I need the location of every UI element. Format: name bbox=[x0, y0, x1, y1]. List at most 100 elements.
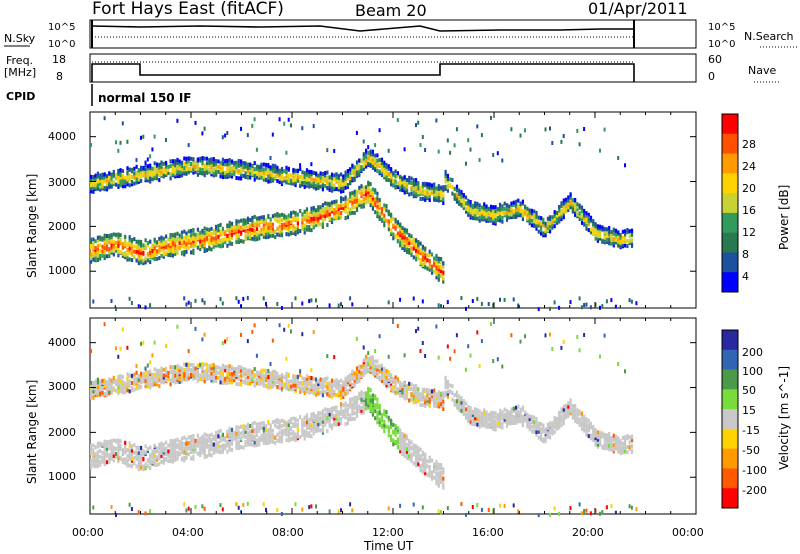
data-cell bbox=[610, 230, 613, 234]
data-cell bbox=[176, 250, 179, 255]
data-cell bbox=[176, 172, 179, 176]
data-cell bbox=[237, 169, 240, 173]
data-cell bbox=[240, 365, 243, 370]
data-cell bbox=[115, 307, 117, 311]
data-cell bbox=[224, 436, 227, 441]
data-cell bbox=[437, 267, 440, 272]
data-cell bbox=[185, 437, 188, 442]
data-cell bbox=[628, 234, 631, 239]
data-cell bbox=[251, 164, 254, 168]
data-cell bbox=[251, 230, 254, 235]
data-cell bbox=[201, 446, 204, 451]
data-cell bbox=[374, 143, 377, 148]
data-cell bbox=[137, 456, 140, 461]
data-cell bbox=[496, 207, 499, 212]
data-cell bbox=[255, 167, 259, 172]
data-cell bbox=[421, 299, 424, 304]
data-cell bbox=[221, 507, 224, 512]
data-cell bbox=[335, 412, 338, 417]
data-cell bbox=[126, 376, 129, 381]
data-cell bbox=[358, 409, 361, 414]
data-cell bbox=[321, 385, 324, 389]
data-cell bbox=[317, 218, 320, 223]
data-cell bbox=[335, 393, 338, 397]
data-cell bbox=[367, 185, 370, 190]
data-cell bbox=[237, 505, 240, 510]
data-cell bbox=[221, 171, 224, 176]
data-cell bbox=[551, 141, 554, 145]
data-cell bbox=[310, 179, 313, 184]
data-cell bbox=[403, 353, 406, 358]
data-cell bbox=[337, 182, 340, 186]
data-cell bbox=[576, 207, 579, 211]
data-cell bbox=[537, 215, 540, 220]
data-cell bbox=[353, 398, 356, 403]
data-cell bbox=[360, 165, 363, 170]
data-cell bbox=[171, 172, 174, 177]
data-cell bbox=[253, 434, 256, 439]
data-cell bbox=[249, 371, 252, 376]
data-cell bbox=[158, 236, 161, 241]
data-cell bbox=[430, 396, 434, 400]
data-cell bbox=[255, 175, 259, 180]
data-cell bbox=[415, 397, 418, 402]
station-title: Fort Hays East (fitACF) bbox=[92, 0, 284, 19]
data-cell bbox=[160, 238, 163, 243]
data-cell bbox=[526, 212, 529, 217]
data-cell bbox=[126, 345, 129, 350]
data-cell bbox=[569, 200, 572, 205]
data-cell bbox=[174, 365, 177, 370]
data-cell bbox=[255, 425, 259, 430]
data-cell bbox=[310, 415, 313, 420]
data-cell bbox=[560, 139, 563, 144]
data-cell bbox=[312, 412, 315, 416]
data-cell bbox=[608, 233, 611, 238]
data-cell bbox=[224, 170, 227, 175]
data-cell bbox=[221, 367, 224, 372]
data-cell bbox=[392, 216, 395, 221]
data-cell bbox=[242, 239, 245, 244]
data-cell bbox=[326, 416, 329, 420]
data-cell bbox=[408, 456, 411, 461]
data-cell bbox=[230, 221, 234, 226]
data-cell bbox=[176, 169, 179, 174]
data-cell bbox=[246, 435, 249, 440]
data-cell bbox=[269, 217, 272, 222]
data-cell bbox=[319, 175, 322, 180]
data-cell bbox=[410, 186, 413, 191]
data-cell bbox=[260, 162, 263, 167]
data-cell bbox=[174, 246, 177, 251]
data-cell bbox=[526, 209, 529, 214]
data-cell bbox=[360, 371, 363, 376]
data-cell bbox=[326, 181, 329, 186]
data-cell bbox=[362, 364, 365, 369]
data-cell bbox=[285, 375, 288, 379]
data-cell bbox=[387, 377, 390, 382]
data-cell bbox=[255, 171, 259, 176]
data-cell bbox=[383, 163, 386, 168]
data-cell bbox=[274, 169, 277, 174]
data-cell bbox=[296, 177, 299, 182]
data-cell bbox=[412, 296, 415, 301]
noise-tick-bottom: 10^0 bbox=[48, 39, 75, 50]
data-cell bbox=[299, 163, 302, 168]
data-cell bbox=[151, 454, 154, 459]
data-cell bbox=[362, 362, 365, 367]
data-cell bbox=[437, 277, 440, 282]
data-cell bbox=[167, 246, 170, 251]
data-cell bbox=[419, 464, 422, 469]
data-cell bbox=[415, 185, 418, 190]
data-cell bbox=[424, 452, 427, 457]
data-cell bbox=[271, 379, 274, 384]
data-cell bbox=[203, 241, 206, 246]
data-cell bbox=[108, 460, 111, 464]
data-cell bbox=[146, 378, 149, 383]
data-cell bbox=[251, 370, 254, 374]
data-cell bbox=[287, 428, 290, 433]
data-cell bbox=[201, 298, 204, 303]
data-cell bbox=[480, 209, 484, 214]
data-cell bbox=[112, 378, 115, 383]
data-cell bbox=[171, 378, 174, 383]
data-cell bbox=[210, 165, 213, 170]
cpid-label: CPID bbox=[6, 90, 35, 103]
